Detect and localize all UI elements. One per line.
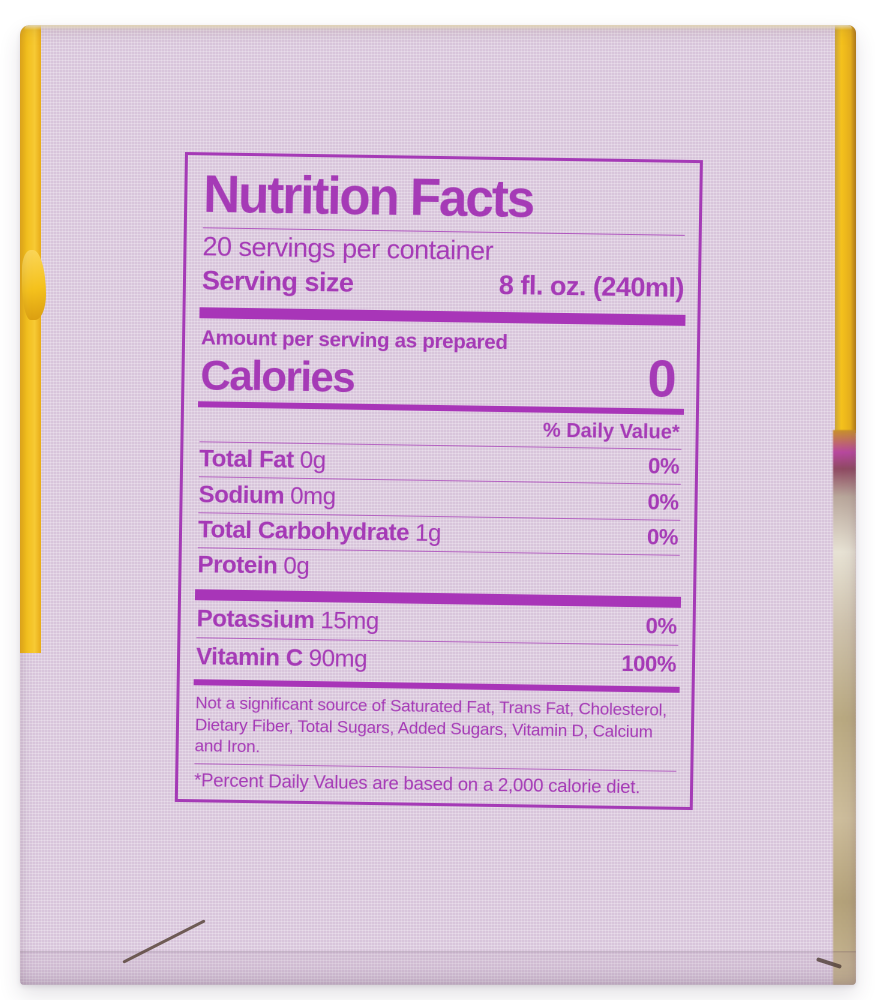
- box-bottom-fold: [20, 951, 856, 985]
- nutrient-dv: 0%: [647, 453, 680, 479]
- nutrient-dv: 0%: [645, 613, 677, 640]
- serving-size-value: 8 fl. oz. (240ml): [498, 270, 685, 303]
- package-left-edge: [20, 25, 41, 653]
- package-left-edge-fold: [22, 250, 46, 320]
- label-title: Nutrition Facts: [202, 164, 534, 229]
- nutrient-name-amount: Vitamin C 90mg: [195, 643, 368, 674]
- serving-size-row: Serving size 8 fl. oz. (240ml): [202, 265, 684, 304]
- not-significant-note: Not a significant source of Saturated Fa…: [194, 693, 667, 757]
- package-right-edge-top: [835, 25, 856, 433]
- servings-per-container: 20 servings per container: [202, 231, 494, 266]
- package-right-edge-bottom: [833, 430, 856, 985]
- nutrient-name-amount: Sodium 0mg: [198, 480, 336, 510]
- package-top-edge: [24, 25, 852, 30]
- percent-daily-value-footnote: *Percent Daily Values are based on a 2,0…: [193, 769, 641, 798]
- daily-value-header: % Daily Value*: [542, 419, 680, 444]
- calories-value: 0: [647, 349, 677, 409]
- nutrient-name-amount: Potassium 15mg: [196, 605, 380, 636]
- nutrient-dv: 0%: [647, 488, 679, 515]
- nutrient-dv: 0%: [646, 524, 679, 550]
- serving-size-label: Serving size: [201, 265, 354, 298]
- nutrient-name-amount: Protein 0g: [197, 551, 310, 581]
- nutrient-row-vitamin-c: Vitamin C 90mg 100%: [196, 638, 679, 683]
- nutrient-dv: 100%: [621, 651, 677, 677]
- nutrient-name-amount: Total Carbohydrate 1g: [197, 516, 442, 547]
- calories-label: Calories: [200, 351, 355, 401]
- nutrient-name-amount: Total Fat 0g: [198, 445, 326, 475]
- package-box: Nutrition Facts 20 servings per containe…: [20, 25, 856, 985]
- calories-row: Calories 0: [200, 348, 683, 409]
- nutrition-facts-label: Nutrition Facts 20 servings per containe…: [174, 152, 703, 811]
- section-bar-top: [199, 307, 686, 326]
